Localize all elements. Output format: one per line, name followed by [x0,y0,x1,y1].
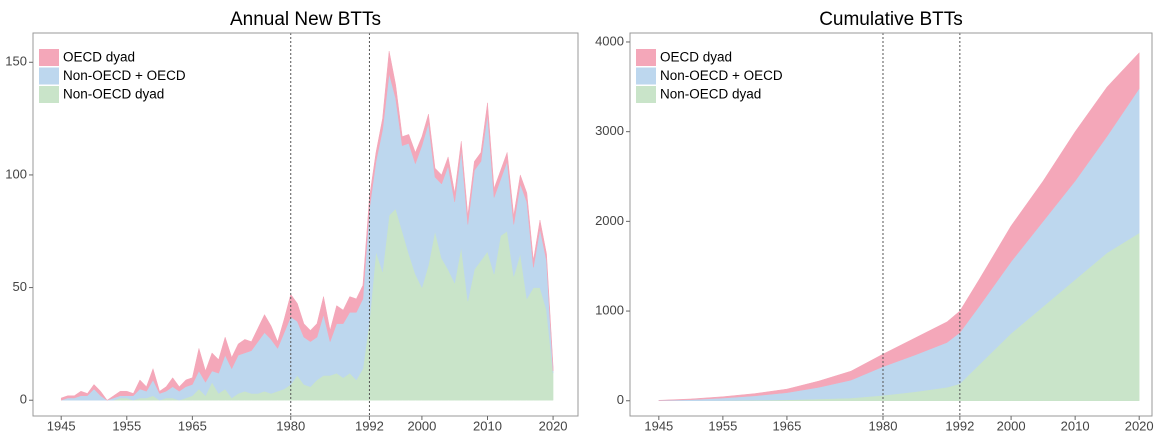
x-tick-label: 1965 [772,418,801,432]
legend-label: OECD dyad [660,50,732,65]
legend-swatch [39,49,59,66]
legend-label: Non-OECD + OECD [63,68,186,83]
x-tick-label: 1955 [112,418,141,432]
chart-title: Cumulative BTTs [819,9,963,30]
y-tick-label: 150 [5,54,27,69]
area [60,50,554,401]
y-tick-label: 2000 [595,213,624,228]
plot-frame [32,32,579,417]
legend-swatch [636,86,656,103]
y-tick-label: 100 [5,166,27,181]
y-tick-label: 4000 [595,33,624,48]
legend-swatch [636,49,656,66]
plot-frame [629,32,1153,417]
legend-swatch [39,67,59,85]
x-tick-label: 2010 [1061,418,1090,432]
x-tick-label: 1992 [945,418,974,432]
y-tick-label: 3000 [595,123,624,138]
y-tick-label: 50 [13,279,27,294]
area [658,52,1140,401]
chart-title: Annual New BTTs [230,9,381,30]
x-tick-label: 2000 [997,418,1026,432]
legend-swatch [39,86,59,103]
legend-label: Non-OECD + OECD [660,68,783,83]
x-tick-label: 2000 [407,418,436,432]
x-tick-label: 1945 [47,418,76,432]
x-tick-label: 1965 [178,418,207,432]
x-tick-label: 1980 [276,418,305,432]
legend-swatch [636,67,656,85]
y-tick-label: 0 [617,392,624,407]
x-tick-label: 1955 [708,418,737,432]
x-tick-label: 1945 [644,418,673,432]
x-tick-label: 2020 [539,418,568,432]
legend-label: Non-OECD dyad [63,87,164,102]
legend-label: Non-OECD dyad [660,87,761,102]
legend-label: OECD dyad [63,50,135,65]
x-tick-label: 1980 [869,418,898,432]
y-tick-label: 1000 [595,302,624,317]
x-tick-label: 2010 [473,418,502,432]
x-tick-label: 2020 [1125,418,1154,432]
x-tick-label: 1992 [355,418,384,432]
y-tick-label: 0 [20,392,27,407]
